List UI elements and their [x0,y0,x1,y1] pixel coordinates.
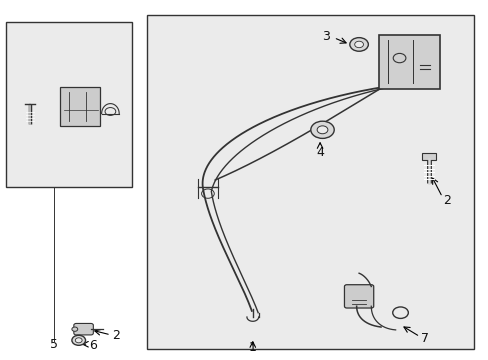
Circle shape [75,338,82,343]
Text: 1: 1 [248,341,256,354]
Circle shape [349,38,367,51]
Circle shape [310,121,333,138]
FancyBboxPatch shape [74,323,93,335]
Text: 3: 3 [322,30,330,43]
Bar [147,15,473,348]
Text: 7: 7 [420,332,428,345]
Circle shape [354,41,363,48]
Text: 6: 6 [89,339,97,352]
Bar [421,153,435,160]
Text: 5: 5 [50,338,58,351]
Text: 4: 4 [316,145,324,158]
Text: 2: 2 [443,194,450,207]
FancyBboxPatch shape [378,35,439,89]
Circle shape [317,126,327,134]
Bar [5,22,132,187]
Text: 2: 2 [112,329,120,342]
Circle shape [72,327,78,331]
Circle shape [72,335,85,345]
FancyBboxPatch shape [344,285,373,308]
FancyBboxPatch shape [60,87,100,126]
